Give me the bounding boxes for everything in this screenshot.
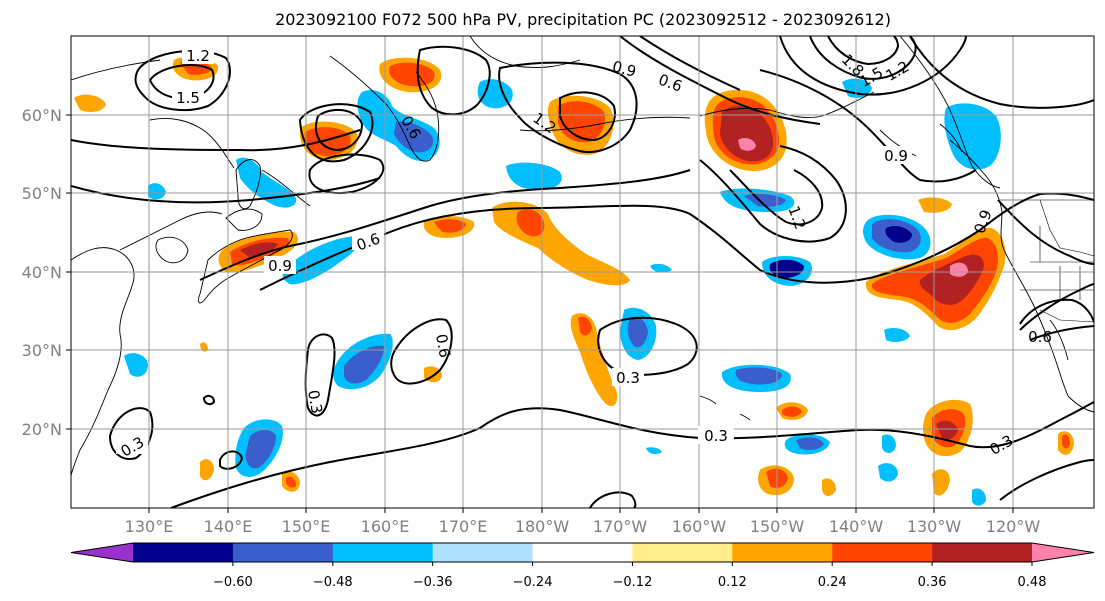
colorbar-tick-label: −0.60 xyxy=(213,575,253,590)
lon-label-170w: 170°W xyxy=(593,517,648,536)
contour-labels: 1.2 1.5 0.9 0.6 0.6 0.9 1.2 1.8 1.5 1.2 … xyxy=(116,46,1052,461)
colorbar-tick-label: −0.36 xyxy=(413,575,453,590)
lon-label-120w: 120°W xyxy=(986,517,1041,536)
lat-label-40n: 40°N xyxy=(22,263,62,282)
coastlines xyxy=(71,36,1094,477)
contour-label-0-9-japan: 0.9 xyxy=(268,257,292,275)
lon-label-130w: 130°W xyxy=(907,517,962,536)
pv-contours xyxy=(71,36,1094,508)
colorbar-segment xyxy=(332,543,434,562)
colorbar-segment xyxy=(832,543,933,562)
colorbar-segment xyxy=(732,543,833,562)
contour-label-0-6-coast: 0.6 xyxy=(1028,328,1052,346)
contour-label-0-9-gulf: 0.9 xyxy=(884,147,908,165)
lon-label-140w: 140°W xyxy=(829,517,884,536)
colorbar-tick-label: −0.24 xyxy=(513,575,553,590)
colorbar-tick-label: 0.48 xyxy=(1018,575,1047,590)
colorbar-segment xyxy=(432,543,534,562)
colorbar-tick-label: 0.36 xyxy=(918,575,947,590)
contour-label-0-3-south: 0.3 xyxy=(704,427,728,445)
map-title: 2023092100 F072 500 hPa PV, precipitatio… xyxy=(275,10,891,29)
colorbar-segment xyxy=(133,543,234,562)
lon-label-160w: 160°W xyxy=(672,517,727,536)
colorbar-segment xyxy=(71,543,133,562)
colorbar-segment xyxy=(232,543,334,562)
lat-label-60n: 60°N xyxy=(22,106,62,125)
contour-label-0-3-west: 0.3 xyxy=(304,389,326,416)
contour-label-1-5-nw: 1.5 xyxy=(176,89,200,107)
lon-label-180w: 180°W xyxy=(515,517,570,536)
colorbar-tick-label: 0.12 xyxy=(718,575,747,590)
borders xyxy=(1000,199,1094,323)
contour-label-1-2-nw: 1.2 xyxy=(186,47,210,65)
lat-label-50n: 50°N xyxy=(22,184,62,203)
colorbar-tick-label: 0.24 xyxy=(818,575,847,590)
map-area: 1.2 1.5 0.9 0.6 0.6 0.9 1.2 1.8 1.5 1.2 … xyxy=(71,36,1094,508)
colorbar-tick-label: −0.12 xyxy=(613,575,653,590)
colorbar-segment xyxy=(532,543,633,562)
colorbar-outline xyxy=(70,542,1095,563)
lon-label-150w: 150°W xyxy=(750,517,805,536)
contour-label-0-6-central: 0.6 xyxy=(432,333,454,360)
lat-label-20n: 20°N xyxy=(22,420,62,439)
lon-label-140e: 140°E xyxy=(204,517,253,536)
lon-label-170e: 170°E xyxy=(439,517,488,536)
colorbar-segment xyxy=(932,543,1033,562)
contour-label-0-9-bering: 0.9 xyxy=(610,57,638,81)
latitude-labels: 60°N 50°N 40°N 30°N 20°N xyxy=(22,106,71,439)
colorbar-segment xyxy=(632,543,733,562)
longitude-labels: 130°E 140°E 150°E 160°E 170°E 180°W 170°… xyxy=(125,508,1041,536)
colorbar-tick-label: −0.48 xyxy=(313,575,353,590)
colorbar-segment xyxy=(1032,543,1094,562)
lon-label-160e: 160°E xyxy=(361,517,410,536)
lon-label-130e: 130°E xyxy=(125,517,174,536)
contour-label-0-3-central: 0.3 xyxy=(616,369,640,387)
lon-label-150e: 150°E xyxy=(282,517,331,536)
lat-label-30n: 30°N xyxy=(22,341,62,360)
colorbar: −0.60 −0.48 −0.36 −0.24 −0.12 0.12 0.24 0.36 0.4… xyxy=(70,542,1095,590)
